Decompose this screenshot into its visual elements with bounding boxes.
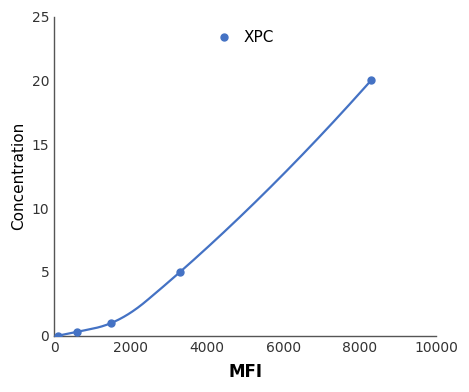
XPC	[74, 330, 80, 334]
Y-axis label: Concentration: Concentration	[11, 122, 26, 230]
Legend: XPC: XPC	[207, 24, 280, 51]
XPC	[177, 270, 183, 274]
XPC	[55, 333, 61, 338]
XPC	[368, 78, 374, 83]
XPC	[109, 321, 114, 325]
Line: XPC: XPC	[54, 77, 375, 339]
X-axis label: MFI: MFI	[228, 363, 262, 381]
